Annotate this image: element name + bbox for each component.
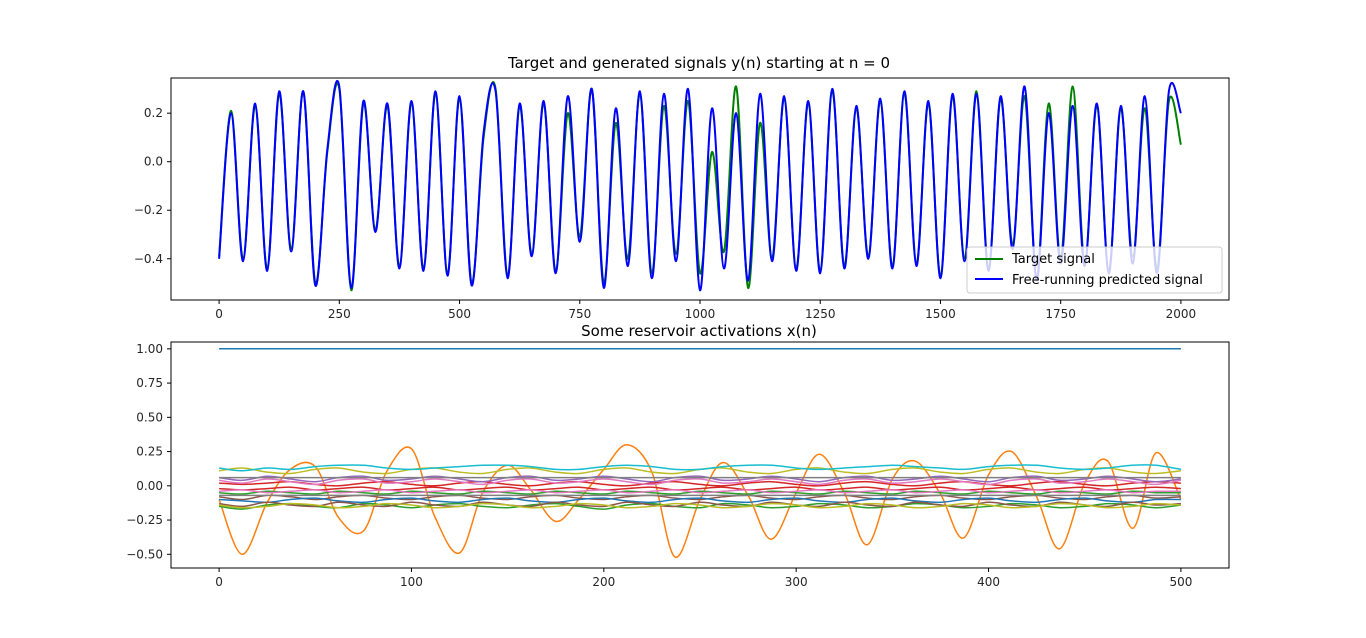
bottom-series-line-11 bbox=[219, 490, 1181, 495]
bottom-y-tick-label: 1.00 bbox=[136, 342, 163, 356]
top-x-tick-label: 250 bbox=[328, 307, 351, 321]
top-x-tick-label: 750 bbox=[568, 307, 591, 321]
bottom-series-line-4 bbox=[218, 475, 1181, 483]
bottom-chart-title: Some reservoir activations x(n) bbox=[581, 322, 817, 340]
bottom-x-axis: 0 100 200 300 400 500 bbox=[215, 568, 1192, 589]
top-x-tick-label: 1000 bbox=[685, 307, 716, 321]
top-series-line-1 bbox=[218, 79, 1182, 292]
top-x-tick-label: 2000 bbox=[1166, 307, 1197, 321]
bottom-series-line-16 bbox=[219, 502, 1181, 509]
top-x-tick-label: 1750 bbox=[1045, 307, 1076, 321]
top-x-tick-label: 0 bbox=[215, 307, 223, 321]
legend-label-predicted: Free-running predicted signal bbox=[1012, 273, 1203, 288]
bottom-series-line-14 bbox=[219, 489, 1181, 494]
top-x-axis: 0 250 500 750 1000 1250 1500 1750 2000 bbox=[215, 300, 1196, 321]
bottom-x-tick-label: 200 bbox=[592, 575, 615, 589]
bottom-series-group bbox=[218, 348, 1182, 558]
legend-label-target: Target signal bbox=[1011, 252, 1095, 267]
bottom-y-tick-label: 0.50 bbox=[136, 410, 163, 424]
bottom-y-axis: 1.00 0.75 0.50 0.25 0.00 −0.25 −0.50 bbox=[126, 342, 171, 561]
bottom-series-line-12 bbox=[219, 486, 1181, 491]
bottom-y-tick-label: 0.00 bbox=[136, 479, 163, 493]
bottom-chart: Some reservoir activations x(n) 0 100 200 3… bbox=[126, 322, 1230, 589]
top-series-group bbox=[218, 79, 1182, 292]
bottom-series-line-10 bbox=[219, 497, 1181, 504]
bottom-series-line-6 bbox=[218, 478, 1182, 486]
top-y-tick-label: 0.2 bbox=[144, 106, 163, 120]
top-y-tick-label: −0.2 bbox=[134, 203, 163, 217]
bottom-x-tick-label: 300 bbox=[785, 575, 808, 589]
bottom-axes-frame bbox=[170, 341, 1230, 569]
top-x-tick-label: 500 bbox=[448, 307, 471, 321]
legend: Target signal Free-running predicted sig… bbox=[966, 246, 1223, 294]
bottom-y-tick-label: 0.25 bbox=[136, 445, 163, 459]
top-chart-title: Target and generated signals y(n) starti… bbox=[507, 54, 890, 72]
top-x-tick-label: 1250 bbox=[805, 307, 836, 321]
bottom-series-line-5 bbox=[219, 494, 1181, 501]
bottom-x-tick-label: 0 bbox=[215, 575, 223, 589]
bottom-series-line-9 bbox=[218, 464, 1182, 472]
bottom-x-tick-label: 400 bbox=[977, 575, 1000, 589]
bottom-y-tick-label: 0.75 bbox=[136, 376, 163, 390]
bottom-y-tick-label: −0.25 bbox=[126, 513, 163, 527]
bottom-y-tick-label: −0.50 bbox=[126, 547, 163, 561]
top-chart: Target and generated signals y(n) starti… bbox=[134, 54, 1230, 321]
top-y-tick-label: −0.4 bbox=[134, 252, 163, 266]
top-y-axis: 0.2 0.0 −0.2 −0.4 bbox=[134, 106, 171, 266]
bottom-series-line-13 bbox=[218, 501, 1181, 508]
top-x-tick-label: 1500 bbox=[925, 307, 956, 321]
top-y-tick-label: 0.0 bbox=[144, 155, 163, 169]
legend-box bbox=[966, 246, 1223, 294]
bottom-x-tick-label: 500 bbox=[1169, 575, 1192, 589]
bottom-x-tick-label: 100 bbox=[400, 575, 423, 589]
